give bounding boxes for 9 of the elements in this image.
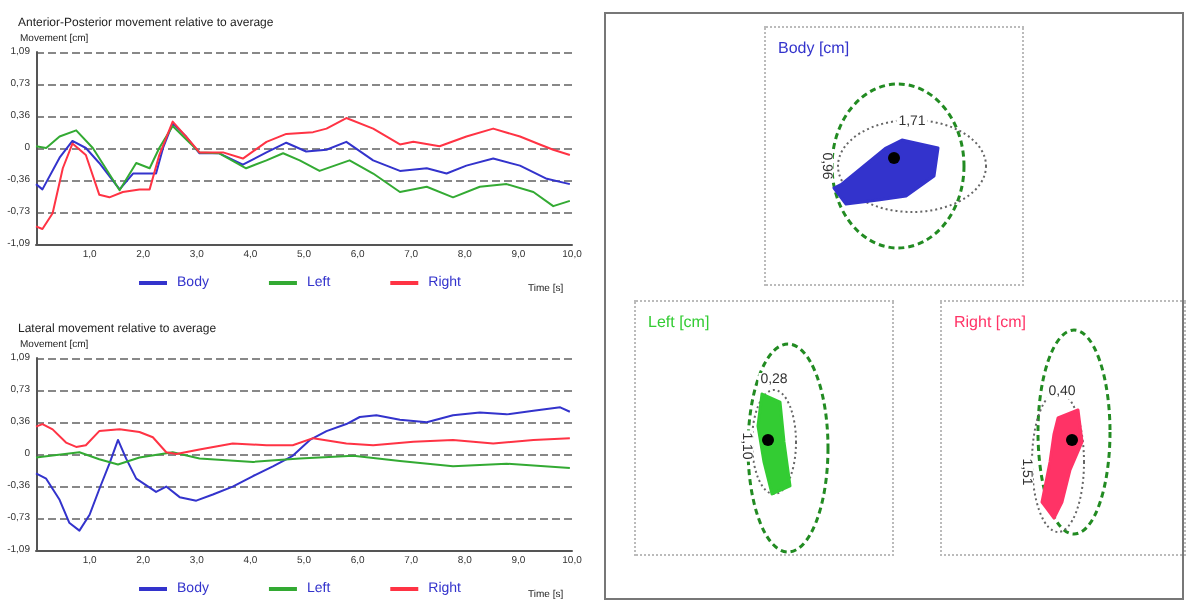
line-series bbox=[35, 451, 571, 470]
text: Body [cm] bbox=[778, 39, 850, 57]
text: Left [cm] bbox=[648, 313, 710, 331]
text: Right [cm] bbox=[954, 313, 1027, 331]
line-series bbox=[35, 117, 571, 231]
line-series bbox=[35, 423, 571, 455]
line-series bbox=[35, 124, 571, 208]
line-series bbox=[35, 122, 571, 191]
line-series bbox=[35, 406, 571, 532]
